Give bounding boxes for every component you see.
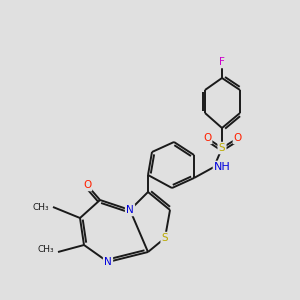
Text: O: O	[83, 180, 91, 190]
Text: O: O	[203, 133, 211, 143]
Text: N: N	[126, 205, 134, 215]
Text: S: S	[219, 143, 225, 153]
Text: CH₃: CH₃	[38, 245, 54, 254]
Text: F: F	[219, 57, 225, 67]
Text: S: S	[162, 233, 168, 243]
Text: N: N	[104, 257, 112, 267]
Text: O: O	[234, 133, 242, 143]
Text: NH: NH	[214, 162, 231, 172]
Text: CH₃: CH₃	[32, 202, 49, 211]
